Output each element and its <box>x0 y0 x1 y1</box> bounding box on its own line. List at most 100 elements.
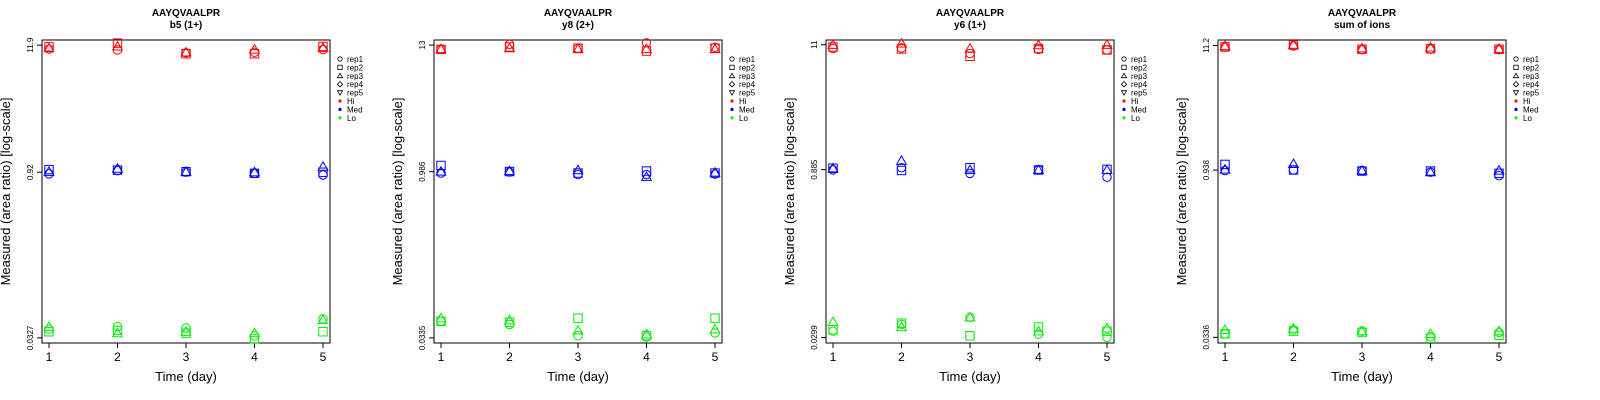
data-point <box>1220 42 1230 52</box>
data-point <box>965 48 975 59</box>
legend-label: rep3 <box>1131 72 1148 81</box>
legend-label: Lo <box>1131 114 1140 123</box>
legend-label: rep3 <box>1523 72 1540 81</box>
legend-symbol <box>1513 56 1519 62</box>
data-point <box>43 42 55 53</box>
x-tick-label: 1 <box>1222 350 1229 364</box>
plot-frame <box>825 39 1115 344</box>
x-tick-label: 1 <box>438 350 445 364</box>
data-point <box>1102 45 1112 55</box>
legend-symbol <box>1120 72 1128 79</box>
x-tick-label: 2 <box>1290 350 1297 364</box>
legend-label: rep5 <box>1523 89 1540 98</box>
data-point <box>318 44 328 55</box>
y-tick-label: 11 <box>810 40 819 49</box>
legend-symbol <box>728 72 736 79</box>
x-axis-label: Time (day) <box>939 369 1001 384</box>
data-point <box>1033 322 1044 332</box>
x-tick-label: 3 <box>575 350 582 364</box>
data-point <box>1101 38 1113 49</box>
data-point <box>895 154 908 165</box>
data-point <box>44 164 54 175</box>
data-point <box>1493 325 1505 336</box>
data-point <box>1032 164 1045 175</box>
legend-symbol <box>1122 116 1126 120</box>
data-point <box>827 316 839 327</box>
x-tick-label: 3 <box>967 350 974 364</box>
data-point <box>503 165 516 176</box>
legend-symbol <box>336 72 344 79</box>
data-point <box>640 170 653 181</box>
data-point <box>572 164 584 175</box>
legend-label: rep5 <box>739 89 756 98</box>
legend-label: rep2 <box>347 63 364 72</box>
data-point <box>1424 166 1437 177</box>
legend-symbol <box>336 90 344 96</box>
data-point <box>248 327 261 338</box>
x-tick-label: 1 <box>830 350 837 364</box>
data-point <box>436 160 446 171</box>
data-point <box>640 328 653 339</box>
legend-symbol <box>1512 80 1520 88</box>
data-point <box>318 170 328 180</box>
x-axis-label: Time (day) <box>155 369 217 384</box>
legend-symbol <box>1512 90 1520 96</box>
data-point <box>827 162 839 173</box>
chart-subtitle: y8 (2+) <box>562 20 594 31</box>
data-point <box>964 42 976 53</box>
plot-frame <box>1217 39 1507 344</box>
legend-symbol <box>1512 72 1520 79</box>
data-point <box>1288 165 1299 175</box>
data-point <box>641 331 652 341</box>
data-point <box>1494 327 1504 338</box>
data-point <box>111 40 124 51</box>
x-axis-label: Time (day) <box>1331 369 1393 384</box>
legend-label: rep3 <box>739 72 756 81</box>
data-point <box>318 327 328 337</box>
legend-label: Lo <box>1523 114 1532 123</box>
data-point <box>435 43 447 54</box>
plot-frame <box>41 39 331 344</box>
data-point <box>1032 325 1045 336</box>
data-point <box>1356 42 1368 53</box>
data-point <box>895 37 908 48</box>
data-point <box>709 166 721 177</box>
x-tick-label: 1 <box>46 350 53 364</box>
data-point <box>1102 172 1112 182</box>
plot-frame <box>433 39 723 344</box>
data-point <box>180 325 192 336</box>
x-tick-label: 5 <box>712 350 719 364</box>
chart-panel: AAYQVAALPR sum of ions 1 2 3 4 5 0.0336 0.938 11.… <box>1174 0 1576 400</box>
data-point <box>504 317 515 328</box>
y-tick-label: 0.986 <box>418 161 427 182</box>
y-tick-label: 0.938 <box>1202 160 1211 181</box>
data-point <box>573 313 583 323</box>
data-point <box>1101 164 1113 175</box>
data-point <box>181 328 191 338</box>
legend-label: Lo <box>739 114 748 123</box>
x-tick-label: 4 <box>251 350 258 364</box>
y-tick-label: 11.2 <box>1202 37 1211 53</box>
data-point <box>181 323 191 333</box>
legend-symbol <box>1514 99 1518 103</box>
data-point <box>709 323 721 334</box>
legend-label: rep2 <box>1523 63 1540 72</box>
data-point <box>43 165 55 176</box>
chart-title: AAYQVAALPR <box>152 8 221 19</box>
data-point <box>1356 164 1368 175</box>
legend-symbol <box>729 56 735 62</box>
data-point <box>1424 328 1437 338</box>
y-axis-label: Measured (area ratio) [log-scale] <box>782 98 797 286</box>
legend-label: rep4 <box>1131 80 1148 89</box>
data-point <box>1425 44 1436 54</box>
legend-label: Med <box>1523 105 1539 114</box>
chart-panel: AAYQVAALPR y8 (2+) 1 2 3 4 5 0.0335 0.986 13 Time … <box>390 0 792 400</box>
data-point <box>1220 159 1230 170</box>
chart-panel: AAYQVAALPR b5 (1+) 1 2 3 4 5 0.0327 0.92 11.9 Time… <box>0 0 400 400</box>
data-point <box>573 331 583 341</box>
data-point <box>1357 44 1367 54</box>
data-point <box>112 325 123 336</box>
legend-label: rep4 <box>739 80 756 89</box>
